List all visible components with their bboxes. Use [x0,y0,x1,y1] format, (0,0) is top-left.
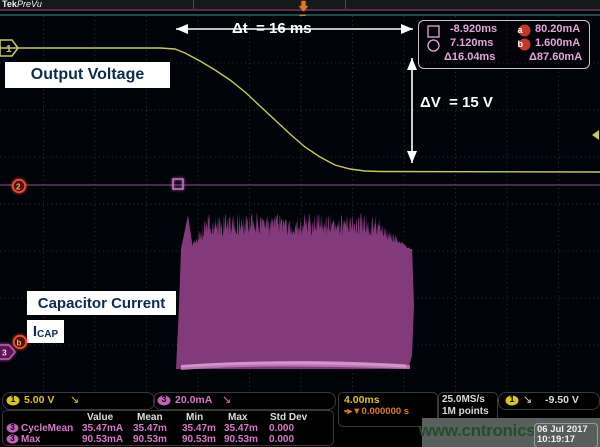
svg-text:2: 2 [16,183,21,192]
svg-text:b: b [17,339,22,348]
svg-text:1: 1 [6,44,12,55]
svg-text:3: 3 [2,348,7,358]
